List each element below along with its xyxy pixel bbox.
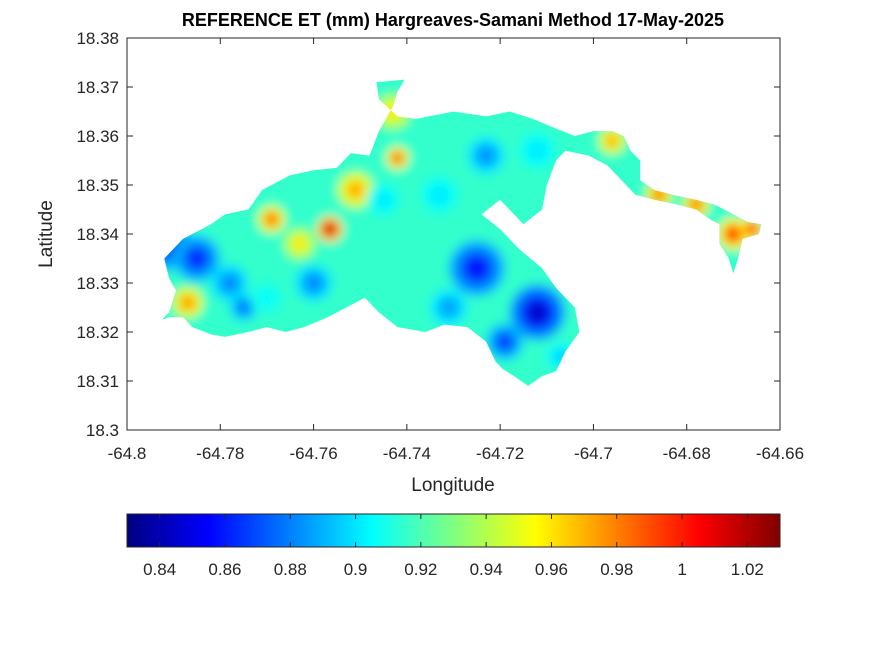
x-tick-label: -64.78	[196, 444, 244, 463]
colorbar-tick-label: 0.88	[274, 560, 307, 579]
x-axis: -64.8 -64.78 -64.76 -64.74 -64.72 -64.7 -64.68…	[108, 38, 804, 463]
x-tick-label: -64.72	[476, 444, 524, 463]
heat-cell	[261, 291, 273, 304]
heat-cell	[181, 296, 194, 309]
heat-cell	[238, 302, 249, 313]
colorbar-tick-label: 0.94	[470, 560, 503, 579]
colorbar-tick-label: 0.84	[143, 560, 176, 579]
x-tick-label: -64.66	[756, 444, 804, 463]
colorbar-tick-label: 0.9	[344, 560, 368, 579]
heat-cell	[393, 153, 402, 163]
heat-cell	[653, 189, 664, 200]
heat-cell	[498, 335, 512, 349]
heat-cell	[222, 276, 237, 290]
heat-cell	[527, 302, 548, 323]
heat-cell	[727, 228, 740, 240]
y-axis: 18.3 18.31 18.32 18.33 18.34 18.35 18.36 18.37 1…	[76, 29, 780, 440]
colorbar-tick-label: 0.86	[208, 560, 241, 579]
chart-title: REFERENCE ET (mm) Hargreaves-Samani Meth…	[182, 10, 724, 30]
x-tick-label: -64.74	[383, 444, 431, 463]
heat-cell	[266, 214, 277, 225]
heat-cell	[188, 250, 206, 267]
y-tick-label: 18.33	[76, 274, 119, 293]
y-tick-label: 18.38	[76, 29, 119, 48]
heat-cell	[348, 183, 363, 197]
heat-cell	[432, 188, 447, 202]
colorbar-ticks: 0.84 0.86 0.88 0.9 0.92 0.94 0.96 0.98 1 1.02	[143, 514, 764, 579]
x-axis-label: Longitude	[411, 475, 494, 496]
x-tick-label: -64.68	[663, 444, 711, 463]
heat-cell	[530, 143, 545, 158]
y-tick-label: 18.37	[76, 78, 119, 97]
heat-cell	[607, 135, 618, 146]
x-tick-label: -64.76	[289, 444, 337, 463]
y-tick-label: 18.31	[76, 372, 119, 391]
y-tick-label: 18.34	[76, 225, 119, 244]
heat-cell	[479, 148, 493, 163]
heat-cell	[377, 193, 390, 206]
heat-cell	[466, 258, 487, 279]
colorbar: 0.84 0.86 0.88 0.9 0.92 0.94 0.96 0.98 1 1.02	[126, 513, 781, 579]
x-tick-label: -64.8	[108, 444, 147, 463]
colorbar-gradient	[126, 513, 781, 548]
heat-cell	[747, 224, 757, 234]
colorbar-tick-label: 0.96	[535, 560, 568, 579]
colorbar-tick-label: 0.92	[404, 560, 437, 579]
y-tick-label: 18.36	[76, 127, 119, 146]
colorbar-tick-label: 1.02	[731, 560, 764, 579]
heat-cell	[306, 276, 321, 290]
colorbar-tick-label: 0.98	[600, 560, 633, 579]
y-tick-label: 18.35	[76, 176, 119, 195]
heat-cell	[325, 224, 335, 234]
y-tick-label: 18.32	[76, 323, 119, 342]
plot-area: -64.8 -64.78 -64.76 -64.74 -64.72 -64.7 -64.68…	[76, 29, 804, 463]
heat-cell	[442, 300, 456, 315]
colorbar-tick-label: 1	[677, 560, 686, 579]
heat-cell	[691, 199, 702, 210]
y-axis-label: Latitude	[36, 200, 57, 268]
y-tick-label: 18.3	[86, 421, 119, 440]
x-tick-label: -64.7	[574, 444, 613, 463]
heat-cell	[293, 237, 306, 250]
